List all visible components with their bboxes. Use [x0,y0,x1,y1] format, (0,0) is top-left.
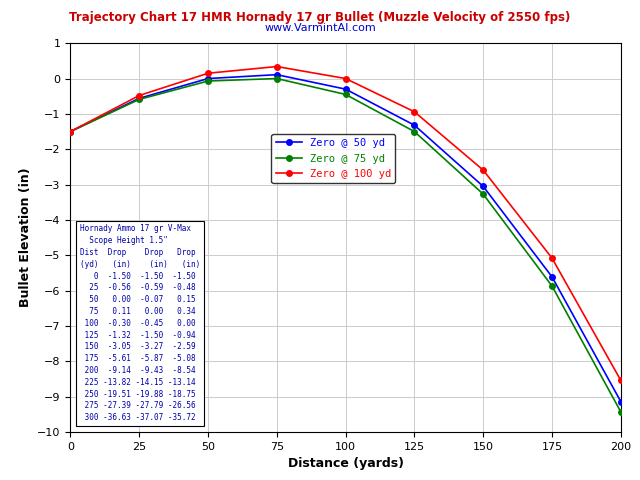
Y-axis label: Bullet Elevation (in): Bullet Elevation (in) [19,168,32,307]
Zero @ 100 yd [548,255,556,261]
Zero @ 50 yd [548,274,556,280]
Zero @ 75 yd [67,129,74,134]
Zero @ 100 yd [67,129,74,134]
Zero @ 100 yd [617,377,625,383]
Zero @ 100 yd [342,76,349,82]
Zero @ 75 yd [204,78,212,84]
Text: www.VarmintAI.com: www.VarmintAI.com [264,23,376,33]
X-axis label: Distance (yards): Distance (yards) [287,457,404,470]
Legend: Zero @ 50 yd, Zero @ 75 yd, Zero @ 100 yd: Zero @ 50 yd, Zero @ 75 yd, Zero @ 100 y… [271,134,396,183]
Zero @ 75 yd [136,96,143,102]
Zero @ 75 yd [479,191,487,197]
Zero @ 75 yd [342,92,349,97]
Zero @ 75 yd [273,76,280,82]
Zero @ 100 yd [411,109,419,115]
Line: Zero @ 100 yd: Zero @ 100 yd [68,64,623,383]
Zero @ 50 yd [617,399,625,405]
Line: Zero @ 50 yd: Zero @ 50 yd [68,72,623,404]
Zero @ 75 yd [548,283,556,289]
Line: Zero @ 75 yd: Zero @ 75 yd [68,76,623,415]
Zero @ 50 yd [479,183,487,189]
Text: Hornady Ammo 17 gr V-Max
  Scope Height 1.5"
Dist  Drop    Drop   Drop
(yd)   (i: Hornady Ammo 17 gr V-Max Scope Height 1.… [80,225,200,422]
Zero @ 75 yd [411,129,419,134]
Zero @ 100 yd [479,167,487,173]
Zero @ 50 yd [342,86,349,92]
Zero @ 100 yd [273,64,280,70]
Zero @ 50 yd [136,96,143,101]
Zero @ 50 yd [67,129,74,134]
Zero @ 50 yd [204,76,212,82]
Zero @ 75 yd [617,409,625,415]
Zero @ 100 yd [204,71,212,76]
Text: Trajectory Chart 17 HMR Hornady 17 gr Bullet (Muzzle Velocity of 2550 fps): Trajectory Chart 17 HMR Hornady 17 gr Bu… [69,11,571,24]
Zero @ 50 yd [411,122,419,128]
Zero @ 50 yd [273,72,280,78]
Zero @ 100 yd [136,93,143,98]
